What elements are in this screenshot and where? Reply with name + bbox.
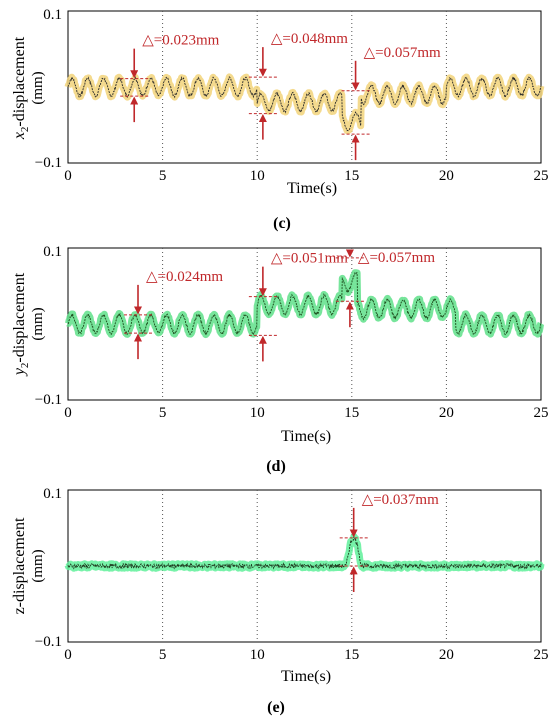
x-tick-label: 15 [344,168,359,184]
annotation-label: △=0.048mm [271,31,348,47]
x-tick-label: 0 [64,168,72,184]
x-axis-label: Time(s) [287,180,337,197]
y-axis-unit: (mm) [30,549,46,582]
x-tick-label: 25 [534,405,549,421]
x-tick-label: 0 [64,647,72,663]
x-tick-labels: 0 5 10 15 20 25 [64,168,548,184]
y-tick-label-top: 0.1 [43,244,62,260]
x-axis-label: Time(s) [281,668,331,685]
x-tick-label: 10 [250,647,265,663]
annotation-label: △=0.023mm [142,33,219,49]
series-line-path [67,534,542,570]
y-axis-label: x2-displacement [11,36,31,140]
y-tick-label-bottom: −0.1 [35,392,62,408]
y-axis-text: -displacement [11,272,28,362]
y-tick-label-top: 0.1 [43,486,62,502]
x-tick-label: 20 [439,168,454,184]
x-tick-label: 10 [250,168,265,184]
y-tick-label-bottom: −0.1 [35,634,62,650]
y-axis-text: -displacement [11,36,28,126]
annotation-label: △=0.051mm [271,251,348,267]
series-line [67,271,542,336]
annotations: △=0.023mm △=0.048mm △=0.057mm [120,31,441,161]
y-axis-text: z-displacement [11,517,28,614]
y-axis-unit: (mm) [30,71,46,104]
x-tick-label: 5 [159,647,167,663]
annotations: △=0.024mm △=0.051mm △=0.057mm [124,249,435,362]
x-tick-label: 10 [250,405,265,421]
chart-panel-e: △=0.037mm 0 5 10 15 20 25 0.1 −0.1 Time(s) z-… [11,486,549,716]
annotation-label: △=0.057mm [364,45,441,61]
panel-label: (c) [273,215,291,232]
y-axis-subscript: 2 [19,127,31,133]
annotation-label: △=0.024mm [146,269,223,285]
x-axis-label: Time(s) [281,428,331,445]
y-axis-var: y [11,367,28,377]
y-axis-label: y2-displacement [11,272,31,377]
x-tick-labels: 0 5 10 15 20 25 [64,405,548,421]
y-axis-subscript: 2 [19,363,31,369]
x-tick-label: 20 [439,647,454,663]
annotation-label: △=0.057mm [358,250,435,266]
x-tick-label: 5 [159,405,167,421]
y-axis-var: x [11,132,28,140]
x-tick-label: 25 [534,168,549,184]
annotation-label: △=0.037mm [362,492,439,508]
x-tick-label: 25 [534,647,549,663]
series-band-path [64,73,545,135]
series-line [67,75,542,132]
x-tick-labels: 0 5 10 15 20 25 [64,647,548,663]
y-tick-label-bottom: −0.1 [35,155,62,171]
y-axis-unit: (mm) [30,307,46,340]
x-tick-label: 15 [344,405,359,421]
chart-panel-c: △=0.023mm △=0.048mm △=0.057mm 0 5 10 15 20 25 0… [11,7,549,232]
y-tick-label-top: 0.1 [43,7,62,23]
series-line-path [67,271,542,336]
x-tick-label: 5 [159,168,167,184]
panel-label: (e) [267,699,285,716]
series-band [64,73,545,135]
series-line-path [67,75,542,132]
x-tick-label: 20 [439,405,454,421]
series-line [67,534,542,570]
annotations: △=0.037mm [339,492,439,592]
chart-panel-d: △=0.024mm △=0.051mm △=0.057mm 0 5 10 15 20 25 0… [11,244,549,475]
x-tick-label: 15 [344,647,359,663]
panel-label: (d) [266,458,286,475]
x-tick-label: 0 [64,405,72,421]
y-axis-label: z-displacement [11,517,28,614]
